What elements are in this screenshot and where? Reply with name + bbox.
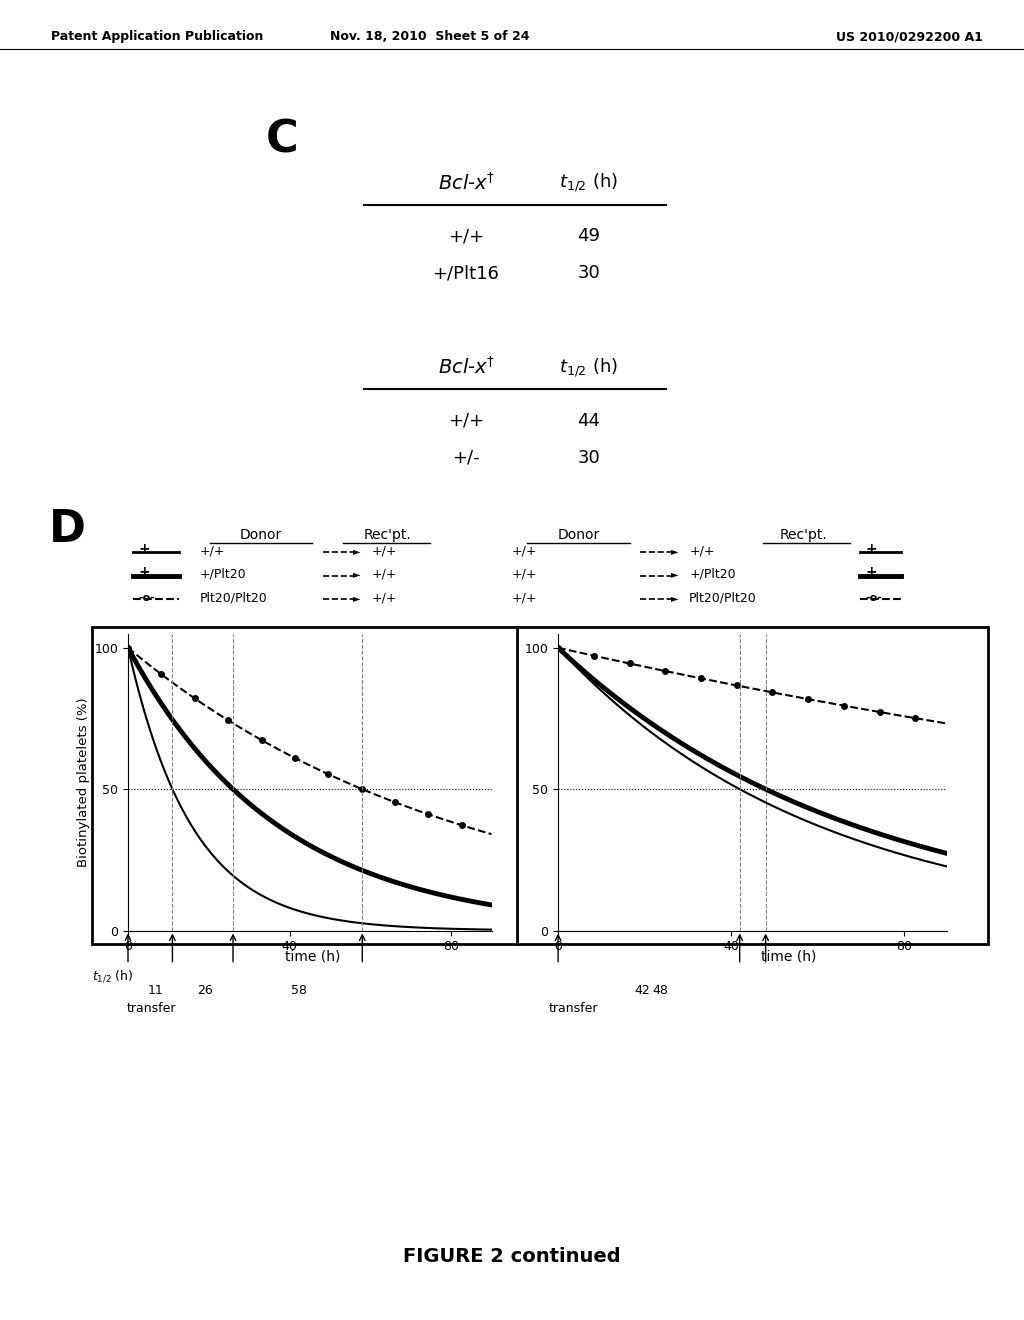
Text: transfer: transfer xyxy=(549,1002,598,1015)
Text: 30: 30 xyxy=(578,264,600,282)
Text: +: + xyxy=(138,565,150,579)
Text: -o-: -o- xyxy=(865,593,882,603)
Text: +/Plt20: +/Plt20 xyxy=(689,568,736,581)
Text: C: C xyxy=(266,119,299,162)
Text: +/+: +/+ xyxy=(372,568,397,581)
Text: 44: 44 xyxy=(578,412,600,430)
Text: +/+: +/+ xyxy=(512,544,538,557)
Text: +: + xyxy=(865,565,877,579)
Text: Plt20/Plt20: Plt20/Plt20 xyxy=(200,591,267,605)
Text: 49: 49 xyxy=(578,227,600,246)
Text: +/+: +/+ xyxy=(372,591,397,605)
Text: 26: 26 xyxy=(197,983,213,997)
Text: $t_{1/2}$ (h): $t_{1/2}$ (h) xyxy=(92,969,134,983)
Text: transfer: transfer xyxy=(127,1002,176,1015)
Y-axis label: Biotinylated platelets (%): Biotinylated platelets (%) xyxy=(77,697,90,867)
Text: +: + xyxy=(138,541,150,556)
Text: +/+: +/+ xyxy=(512,591,538,605)
Text: +/+: +/+ xyxy=(512,568,538,581)
Text: Rec'pt.: Rec'pt. xyxy=(364,528,411,543)
Text: D: D xyxy=(49,508,86,552)
Text: ►: ► xyxy=(671,545,678,556)
Text: $\mathbf{\mathit{Bcl}}$-$\mathbf{\mathit{x}}$$^{\dagger}$: $\mathbf{\mathit{Bcl}}$-$\mathbf{\mathit… xyxy=(437,356,495,379)
Text: ►: ► xyxy=(353,593,360,603)
Text: ►: ► xyxy=(671,593,678,603)
Text: $\mathbf{\mathit{Bcl}}$-$\mathbf{\mathit{x}}$$^{\dagger}$: $\mathbf{\mathit{Bcl}}$-$\mathbf{\mathit… xyxy=(437,172,495,194)
Text: 42: 42 xyxy=(634,983,650,997)
Text: Rec'pt.: Rec'pt. xyxy=(780,528,827,543)
Text: +: + xyxy=(865,541,877,556)
Text: ►: ► xyxy=(353,569,360,579)
Text: Donor: Donor xyxy=(240,528,283,543)
Text: ►: ► xyxy=(353,545,360,556)
Text: FIGURE 2 continued: FIGURE 2 continued xyxy=(403,1247,621,1266)
Text: -o-: -o- xyxy=(138,593,155,603)
Text: +/-: +/- xyxy=(453,449,479,467)
Text: Donor: Donor xyxy=(557,528,600,543)
Text: US 2010/0292200 A1: US 2010/0292200 A1 xyxy=(837,30,983,44)
Text: 58: 58 xyxy=(291,983,307,997)
Text: time (h): time (h) xyxy=(285,950,340,964)
Text: +/Plt16: +/Plt16 xyxy=(432,264,500,282)
Text: +/+: +/+ xyxy=(447,227,484,246)
Text: $t_{1/2}$ (h): $t_{1/2}$ (h) xyxy=(559,356,618,379)
Text: +/+: +/+ xyxy=(447,412,484,430)
Text: +/Plt20: +/Plt20 xyxy=(200,568,247,581)
Text: Nov. 18, 2010  Sheet 5 of 24: Nov. 18, 2010 Sheet 5 of 24 xyxy=(331,30,529,44)
Text: 30: 30 xyxy=(578,449,600,467)
Text: +/+: +/+ xyxy=(372,544,397,557)
Text: time (h): time (h) xyxy=(761,950,816,964)
Text: $t_{1/2}$ (h): $t_{1/2}$ (h) xyxy=(559,172,618,194)
Text: Patent Application Publication: Patent Application Publication xyxy=(51,30,263,44)
Text: +/+: +/+ xyxy=(689,544,715,557)
Text: Plt20/Plt20: Plt20/Plt20 xyxy=(689,591,757,605)
Text: +/+: +/+ xyxy=(200,544,225,557)
Text: ►: ► xyxy=(671,569,678,579)
Text: 48: 48 xyxy=(652,983,669,997)
Text: 11: 11 xyxy=(147,983,164,997)
